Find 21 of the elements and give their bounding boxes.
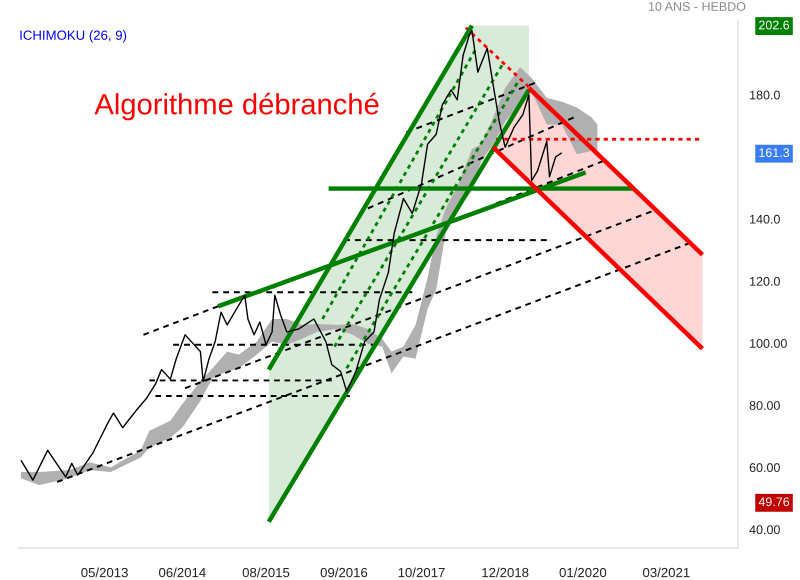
- x-tick-label: 10/2017: [398, 568, 445, 578]
- y-tick-label: 100.00: [750, 338, 787, 348]
- text: 10 ANS - HEBDO: [648, 2, 746, 11]
- y-tick-label: 80.00: [750, 401, 780, 410]
- text: 49.76: [758, 497, 790, 506]
- x-tick-label: 09/2016: [320, 568, 368, 578]
- annotation: Algorithme débranché: [94, 92, 378, 120]
- y-tick-label: 120.0: [750, 276, 780, 286]
- x-tick-label: 03/2021: [643, 568, 690, 578]
- x-tick-label: 06/2014: [159, 568, 206, 578]
- x-tick-label: 01/2020: [560, 568, 606, 578]
- y-tick-label: 140.0: [750, 214, 780, 224]
- annotation: ICHIMOKU (26, 9): [20, 30, 126, 42]
- x-tick-label: 05/2013: [81, 568, 128, 578]
- y-tick-label: 60.00: [750, 463, 780, 472]
- y-tick-label: 40.00: [749, 525, 780, 534]
- text: 161.3: [759, 148, 790, 158]
- x-tick-label: 12/2018: [482, 568, 528, 578]
- x-tick-label: 08/2015: [242, 568, 290, 578]
- y-tick-label: 180.0: [750, 90, 780, 100]
- text: 202.6: [759, 20, 790, 30]
